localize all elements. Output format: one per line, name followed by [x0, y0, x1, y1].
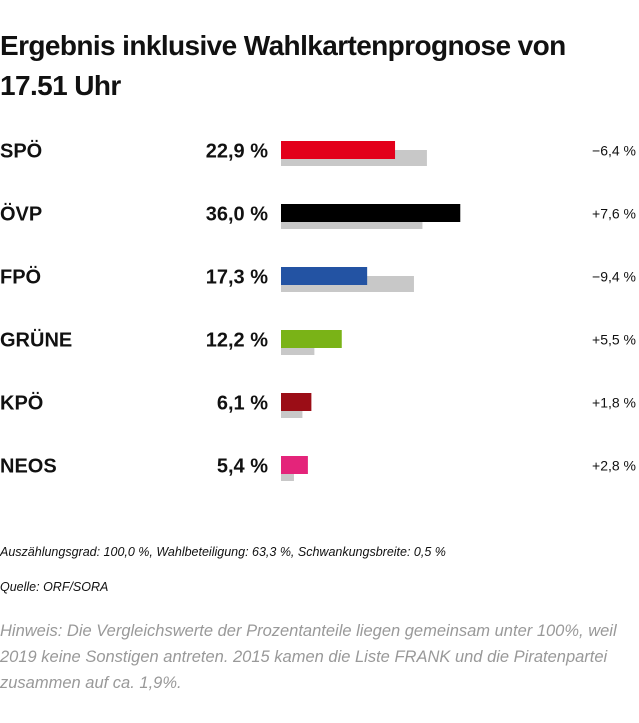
value-label: 36,0 % [206, 203, 268, 225]
change-label: +2,8 % [592, 458, 636, 474]
party-label: FPÖ [0, 265, 41, 288]
chart-title: Ergebnis inklusive Wahlkartenprognose vo… [0, 30, 566, 101]
change-label: +7,6 % [592, 206, 636, 222]
value-label: 5,4 % [217, 455, 268, 477]
party-label: ÖVP [0, 202, 42, 225]
source: Quelle: ORF/SORA [0, 580, 109, 594]
note: Auszählungsgrad: 100,0 %, Wahlbeteiligun… [0, 545, 446, 559]
value-label: 12,2 % [206, 329, 268, 351]
change-label: −9,4 % [592, 269, 636, 285]
value-label: 6,1 % [217, 392, 268, 414]
value-label: 22,9 % [206, 140, 268, 162]
bar [281, 204, 461, 222]
value-label: 17,3 % [206, 266, 268, 288]
party-label: SPÖ [0, 139, 42, 162]
party-label: KPÖ [0, 391, 43, 414]
party-label: GRÜNE [0, 328, 72, 351]
change-label: +1,8 % [592, 395, 636, 411]
bar [281, 330, 342, 348]
bar [281, 141, 396, 159]
party-label: NEOS [0, 455, 57, 477]
change-label: −6,4 % [592, 143, 636, 159]
bar [281, 456, 308, 474]
hint: Hinweis: Die Vergleichswerte der Prozent… [0, 622, 617, 692]
chart: SPÖ 22,9 % −6,4 % ÖVP 36,0 % +7,6 % FPÖ 17,3 % −… [0, 139, 636, 481]
bar [281, 267, 368, 285]
change-label: +5,5 % [592, 332, 636, 348]
bar [281, 393, 312, 411]
